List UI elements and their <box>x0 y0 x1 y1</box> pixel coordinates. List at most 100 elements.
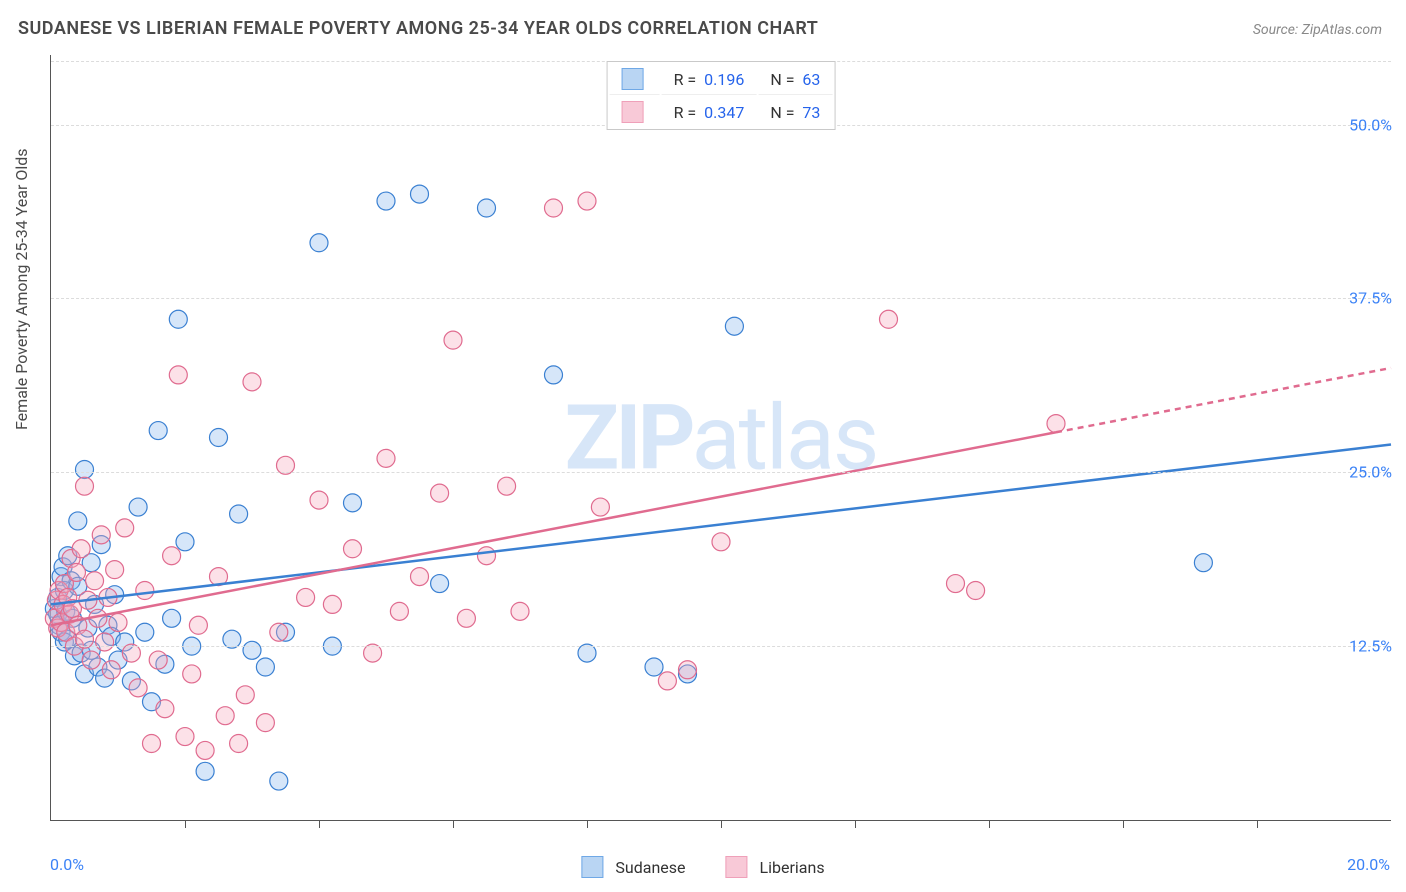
legend-label-liberians: Liberians <box>760 858 825 877</box>
y-axis-label: Female Poverty Among 25-34 Year Olds <box>12 148 31 430</box>
swatch-sudanese <box>622 68 644 90</box>
data-point <box>196 762 214 780</box>
x-tick <box>587 820 588 828</box>
n-value-sudanese: 63 <box>802 70 820 89</box>
data-point <box>76 460 94 478</box>
x-tick <box>721 820 722 828</box>
data-point <box>545 199 563 217</box>
data-point <box>236 686 254 704</box>
data-point <box>169 310 187 328</box>
data-point <box>658 672 676 690</box>
data-point <box>169 366 187 384</box>
data-point <box>230 505 248 523</box>
data-point <box>82 651 100 669</box>
legend-item-liberians: Liberians <box>726 856 825 878</box>
y-tick-label: 37.5% <box>1349 289 1392 308</box>
data-point <box>431 575 449 593</box>
swatch-liberians-bottom <box>726 856 748 878</box>
data-point <box>377 192 395 210</box>
data-point <box>163 609 181 627</box>
data-point <box>310 491 328 509</box>
source-attribution: Source: ZipAtlas.com <box>1253 22 1382 38</box>
legend-series: Sudanese Liberians <box>581 856 824 878</box>
chart-title: SUDANESE VS LIBERIAN FEMALE POVERTY AMON… <box>18 18 818 39</box>
r-value-liberians: 0.347 <box>704 103 744 122</box>
chart-container: SUDANESE VS LIBERIAN FEMALE POVERTY AMON… <box>0 0 1406 892</box>
data-point <box>109 613 127 631</box>
x-tick <box>453 820 454 828</box>
data-point <box>444 331 462 349</box>
data-point <box>129 679 147 697</box>
x-axis-start-label: 0.0% <box>50 855 84 874</box>
data-point <box>511 602 529 620</box>
data-point <box>92 526 110 544</box>
data-point <box>136 623 154 641</box>
data-point <box>478 547 496 565</box>
data-point <box>143 735 161 753</box>
data-point <box>431 484 449 502</box>
data-point <box>457 609 475 627</box>
data-point <box>196 741 214 759</box>
data-point <box>270 772 288 790</box>
r-value-sudanese: 0.196 <box>704 70 744 89</box>
gridline <box>51 298 1391 299</box>
data-point <box>377 449 395 467</box>
trend-line <box>51 432 1056 625</box>
data-point <box>243 373 261 391</box>
data-point <box>176 533 194 551</box>
data-point <box>243 641 261 659</box>
data-point <box>72 540 90 558</box>
data-point <box>310 234 328 252</box>
data-point <box>176 728 194 746</box>
x-tick <box>989 820 990 828</box>
data-point <box>163 547 181 565</box>
data-point <box>156 700 174 718</box>
data-point <box>270 623 288 641</box>
y-tick-label: 25.0% <box>1349 463 1392 482</box>
n-value-liberians: 73 <box>802 103 820 122</box>
data-point <box>129 498 147 516</box>
data-point <box>210 429 228 447</box>
data-point <box>411 185 429 203</box>
data-point <box>679 661 697 679</box>
data-point <box>76 477 94 495</box>
legend-label-sudanese: Sudanese <box>615 858 685 877</box>
data-point <box>67 563 85 581</box>
data-point <box>725 317 743 335</box>
data-point <box>106 561 124 579</box>
legend-row-liberians: R = 0.347 N = 73 <box>610 97 833 127</box>
y-tick-label: 12.5% <box>1349 637 1392 656</box>
data-point <box>69 512 87 530</box>
data-point <box>411 568 429 586</box>
data-point <box>149 422 167 440</box>
plot-area: ZIPatlas R = 0.196 N = 63 R = 0.347 N = … <box>50 55 1391 821</box>
data-point <box>578 192 596 210</box>
x-tick <box>855 820 856 828</box>
data-point <box>498 477 516 495</box>
x-axis-end-label: 20.0% <box>1347 855 1390 874</box>
scatter-svg <box>51 55 1391 820</box>
legend-correlation: R = 0.196 N = 63 R = 0.347 N = 73 <box>607 61 836 130</box>
data-point <box>216 707 234 725</box>
swatch-liberians <box>622 101 644 123</box>
data-point <box>390 602 408 620</box>
data-point <box>149 651 167 669</box>
data-point <box>344 540 362 558</box>
swatch-sudanese-bottom <box>581 856 603 878</box>
data-point <box>136 582 154 600</box>
legend-item-sudanese: Sudanese <box>581 856 685 878</box>
data-point <box>183 665 201 683</box>
data-point <box>1047 415 1065 433</box>
data-point <box>86 572 104 590</box>
data-point <box>967 582 985 600</box>
trend-line-projection <box>1056 368 1391 432</box>
data-point <box>96 633 114 651</box>
data-point <box>256 658 274 676</box>
data-point <box>478 199 496 217</box>
data-point <box>256 714 274 732</box>
data-point <box>344 494 362 512</box>
data-point <box>116 519 134 537</box>
gridline <box>51 646 1391 647</box>
y-tick-label: 50.0% <box>1349 115 1392 134</box>
data-point <box>323 595 341 613</box>
